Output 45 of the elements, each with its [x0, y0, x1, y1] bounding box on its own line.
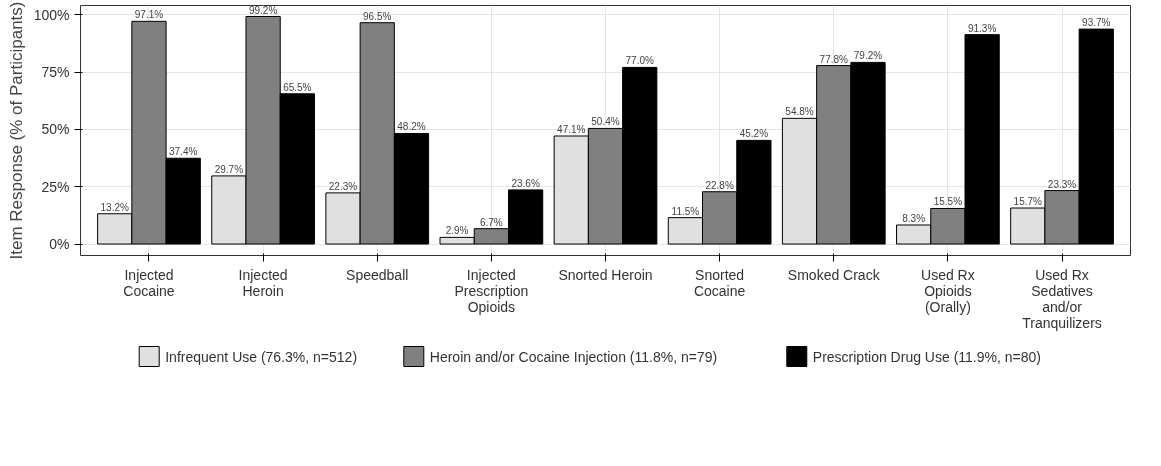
data-label: 22.3%	[328, 180, 358, 192]
y-tick-label: 75%	[41, 64, 70, 81]
data-label: 91.3%	[967, 22, 997, 34]
x-tick-label: Used Rx Opioids (Orally)	[921, 266, 975, 315]
data-label: 22.8%	[705, 179, 734, 191]
x-tick-label: Used Rx Sedatives and/or Tranquilizers	[1022, 266, 1102, 331]
y-axis-title: Item Response (% of Participants)	[6, 1, 26, 260]
x-tick-label: Snorted Heroin	[558, 266, 653, 283]
data-label: 23.6%	[511, 177, 540, 189]
data-label: 13.2%	[100, 201, 130, 213]
data-label: 47.1%	[557, 124, 586, 135]
data-label: 6.7%	[479, 216, 503, 228]
data-label: 2.9%	[445, 225, 469, 237]
y-tick-label: 100%	[33, 6, 70, 23]
data-label: 45.2%	[739, 128, 769, 140]
legend-label: Infrequent Use (76.3%, n=512)	[165, 348, 358, 365]
data-label: 79.2%	[853, 50, 883, 62]
data-label: 54.8%	[785, 106, 814, 118]
y-tick-label: 25%	[41, 178, 70, 195]
data-label: 23.3%	[1047, 178, 1077, 190]
data-label: 11.5%	[671, 205, 700, 217]
data-label: 96.5%	[363, 10, 392, 22]
x-tick-label: Speedball	[346, 266, 409, 283]
x-tick-label: Injected Heroin	[238, 266, 288, 299]
x-tick-label: Injected Cocaine	[123, 266, 175, 299]
data-label: 93.7%	[1082, 17, 1111, 29]
data-label: 8.3%	[902, 213, 926, 224]
data-label: 48.2%	[397, 121, 426, 133]
x-tick-label: Injected Prescription Opioids	[454, 266, 529, 315]
data-label: 77.0%	[625, 55, 655, 67]
data-label: 29.7%	[214, 163, 244, 175]
legend-label: Prescription Drug Use (11.9%, n=80)	[812, 348, 1041, 365]
data-label: 15.7%	[1013, 196, 1043, 208]
data-label: 99.2%	[248, 4, 278, 16]
y-tick-label: 0%	[49, 236, 70, 253]
x-tick-label: Smoked Crack	[787, 266, 881, 283]
data-label: 65.5%	[283, 81, 312, 93]
data-label: 37.4%	[169, 146, 198, 158]
data-label: 77.8%	[819, 53, 849, 65]
data-label: 15.5%	[933, 196, 963, 208]
data-label: 97.1%	[134, 9, 164, 21]
data-label: 50.4%	[591, 116, 620, 128]
y-tick-label: 50%	[41, 121, 70, 138]
x-tick-label: Snorted Cocaine	[693, 266, 746, 299]
legend-label: Heroin and/or Cocaine Injection (11.8%, n=79)	[429, 348, 718, 365]
